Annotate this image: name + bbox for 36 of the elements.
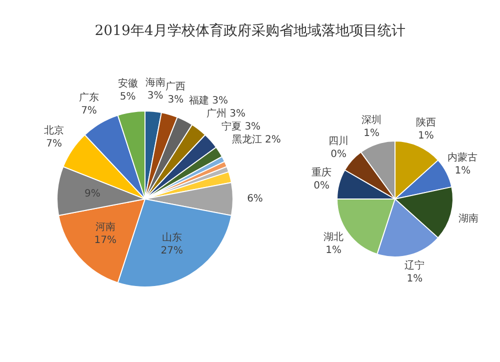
slice-label: 广州 3% — [206, 108, 246, 120]
slice-label: 湖北 — [324, 230, 344, 243]
data-label: 17% — [94, 235, 117, 246]
data-label: 7% — [81, 105, 97, 116]
data-label: 5% — [120, 91, 136, 102]
slice-label: 山东 — [162, 232, 182, 244]
slice-label: 安徽 — [118, 77, 138, 90]
slice-label: 深圳 — [362, 114, 382, 126]
slice-label: 湖南 — [458, 212, 478, 224]
data-label: 9% — [84, 188, 100, 200]
data-label: 1% — [364, 128, 380, 139]
slice-label: 北京 — [44, 124, 64, 136]
slice-label: 四川 — [328, 135, 349, 148]
data-label: 1% — [406, 274, 423, 285]
slice-label: 陕西 — [416, 116, 436, 129]
data-label: 27% — [160, 246, 183, 257]
data-label: 0% — [314, 180, 330, 192]
slice-label: 黑龙江 2% — [232, 134, 281, 146]
data-label: 1% — [326, 244, 342, 256]
slice-label: 河南 — [95, 221, 116, 234]
slice-label: 辽宁 — [404, 260, 425, 272]
slice-label: 广东 — [79, 91, 100, 104]
chart-title: 2019年4月学校体育政府采购省地域落地项目统计 — [94, 22, 406, 41]
slice-label: 福建 3% — [188, 94, 228, 107]
slice-label: 宁夏 3% — [222, 120, 261, 133]
data-label: 6% — [247, 194, 263, 205]
data-label: 1% — [454, 166, 471, 177]
slice-label: 海南 — [145, 76, 166, 89]
slice-label: 广西 — [166, 80, 186, 92]
data-label: 7% — [46, 138, 62, 150]
data-label: 1% — [418, 130, 434, 142]
data-label: 3% — [168, 94, 184, 106]
slice-label: 内蒙古 — [448, 152, 478, 164]
data-label: 0% — [330, 149, 346, 160]
slice-label: 重庆 — [312, 166, 332, 178]
data-label: 3% — [147, 90, 164, 102]
